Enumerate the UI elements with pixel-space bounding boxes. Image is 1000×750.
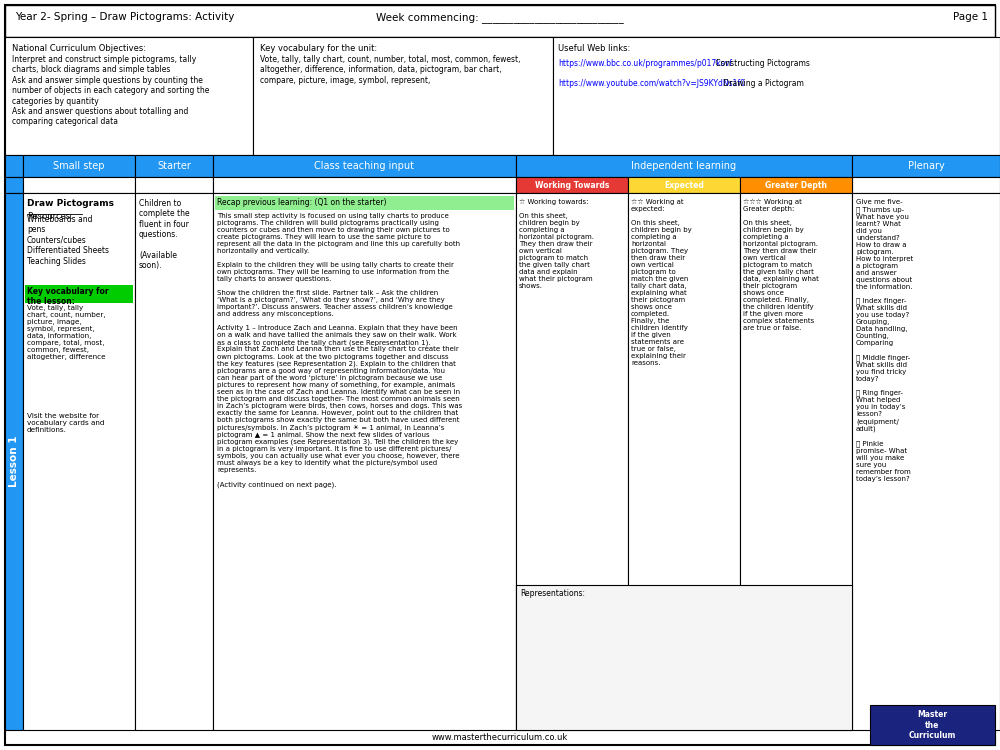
Bar (852, 193, 1000, 730)
Text: ☆☆ Working at
expected:

On this sheet,
children begin by
completing a
horizonta: ☆☆ Working at expected: On this sheet, c… (631, 199, 692, 367)
Text: https://www.bbc.co.uk/programmes/p017ksvf: https://www.bbc.co.uk/programmes/p017ksv… (558, 59, 732, 68)
Text: Whiteboards and
pens
Counters/cubes
Differentiated Sheets
Teaching Slides: Whiteboards and pens Counters/cubes Diff… (27, 215, 109, 266)
Text: Greater Depth: Greater Depth (765, 181, 827, 190)
Bar (516, 193, 628, 730)
Text: Page 1: Page 1 (953, 12, 988, 22)
Bar (516, 155, 852, 177)
Text: Recap previous learning: (Q1 on the starter): Recap previous learning: (Q1 on the star… (217, 198, 386, 207)
Text: Give me five-
👍 Thumbs up-
What have you
learnt? What
did you
understand?
How to: Give me five- 👍 Thumbs up- What have you… (856, 199, 913, 482)
Text: Master
the
Curriculum: Master the Curriculum (908, 710, 956, 740)
Text: Lesson 1: Lesson 1 (9, 436, 19, 488)
Text: Draw Pictograms: Draw Pictograms (27, 199, 114, 208)
Text: Vote, tally, tally chart, count, number, total, most, common, fewest,
altogether: Vote, tally, tally chart, count, number,… (260, 55, 520, 85)
Bar (215, 196, 514, 210)
Text: Key vocabulary for
the lesson:: Key vocabulary for the lesson: (27, 287, 109, 307)
Text: Resources:: Resources: (27, 212, 73, 221)
Text: Plenary: Plenary (908, 161, 944, 171)
Text: Useful Web links:: Useful Web links: (558, 44, 630, 53)
Bar (135, 155, 213, 177)
Bar (135, 177, 213, 193)
Bar (213, 193, 516, 730)
Bar (23, 177, 135, 193)
Bar (213, 177, 516, 193)
Bar (553, 37, 1000, 155)
Bar (740, 193, 852, 730)
Text: www.masterthecurriculum.co.uk: www.masterthecurriculum.co.uk (432, 734, 568, 742)
Bar (23, 193, 135, 730)
Bar (25, 285, 133, 303)
Text: Vote, tally, tally
chart, count, number,
picture, image,
symbol, represent,
data: Vote, tally, tally chart, count, number,… (27, 305, 106, 360)
Bar (5, 193, 23, 730)
Text: ☆☆☆ Working at
Greater depth:

On this sheet,
children begin by
completing a
hor: ☆☆☆ Working at Greater depth: On this sh… (743, 199, 819, 332)
Text: Class teaching input: Class teaching input (314, 161, 415, 171)
Text: Children to
complete the
fluent in four
questions.

(Available
soon).: Children to complete the fluent in four … (139, 199, 190, 271)
Text: Drawing a Pictogram: Drawing a Pictogram (721, 79, 804, 88)
Text: Key vocabulary for the unit:: Key vocabulary for the unit: (260, 44, 377, 53)
Text: Expected: Expected (664, 181, 704, 190)
Text: Interpret and construct simple pictograms, tally
charts, block diagrams and simp: Interpret and construct simple pictogram… (12, 55, 209, 127)
Bar (23, 155, 135, 177)
Bar (516, 585, 852, 730)
Text: Independent learning: Independent learning (631, 161, 737, 171)
Text: Representations:: Representations: (520, 589, 585, 598)
Bar (870, 705, 995, 745)
Bar (5, 5, 995, 37)
Bar (5, 177, 23, 193)
Bar (135, 193, 213, 730)
Text: Week commencing: ___________________________: Week commencing: _______________________… (376, 12, 624, 23)
Text: Constructing Pictograms: Constructing Pictograms (713, 59, 810, 68)
Text: Starter: Starter (157, 161, 191, 171)
Bar (740, 177, 852, 193)
Text: Working Towards: Working Towards (535, 181, 609, 190)
Bar (253, 37, 553, 155)
Bar (628, 177, 740, 193)
Bar (628, 193, 740, 730)
Text: ☆ Working towards:

On this sheet,
children begin by
completing a
horizontal pic: ☆ Working towards: On this sheet, childr… (519, 199, 594, 290)
Bar (516, 177, 628, 193)
Bar (5, 37, 253, 155)
Text: Small step: Small step (53, 161, 105, 171)
Text: https://www.youtube.com/watch?v=JS9KYdNs1f0: https://www.youtube.com/watch?v=JS9KYdNs… (558, 79, 745, 88)
Text: National Curriculum Objectives:: National Curriculum Objectives: (12, 44, 146, 53)
Text: Visit the website for
vocabulary cards and
definitions.: Visit the website for vocabulary cards a… (27, 413, 104, 433)
Bar (213, 155, 516, 177)
Bar (852, 177, 1000, 193)
Text: This small step activity is focused on using tally charts to produce
pictograms.: This small step activity is focused on u… (217, 213, 462, 488)
Bar (5, 155, 23, 177)
Bar (852, 155, 1000, 177)
Text: Year 2- Spring – Draw Pictograms: Activity: Year 2- Spring – Draw Pictograms: Activi… (15, 12, 234, 22)
